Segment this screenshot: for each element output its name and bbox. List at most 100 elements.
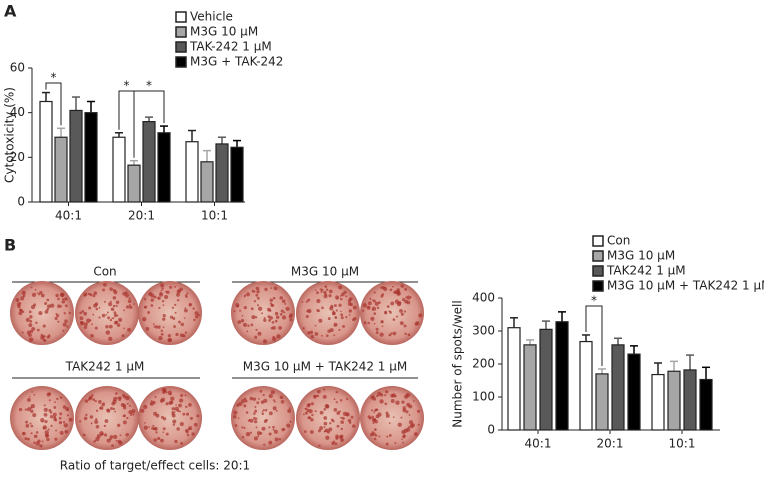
bar	[69, 109, 83, 203]
spot	[417, 423, 420, 426]
spot	[184, 331, 188, 334]
spot	[237, 320, 242, 324]
spot	[272, 406, 277, 411]
spot	[48, 392, 51, 395]
spot	[352, 424, 356, 428]
spot	[160, 438, 164, 443]
spot	[256, 290, 260, 294]
spot	[48, 408, 52, 412]
spot	[333, 304, 337, 307]
spot	[236, 403, 240, 407]
spot	[373, 312, 377, 315]
spot	[371, 415, 374, 419]
spot	[338, 303, 342, 307]
well-plate	[296, 281, 360, 345]
spot	[18, 311, 23, 316]
spot	[22, 294, 26, 298]
spot	[270, 390, 275, 395]
spot	[110, 407, 113, 410]
spot	[331, 441, 335, 446]
spot	[408, 414, 411, 416]
spot	[30, 432, 33, 435]
spot	[288, 407, 291, 410]
spot	[126, 416, 129, 420]
spot	[191, 432, 195, 436]
spot	[372, 418, 376, 422]
spot	[197, 314, 200, 317]
spot	[373, 428, 377, 432]
spot	[328, 289, 333, 294]
spot	[381, 293, 385, 296]
spot	[160, 332, 164, 336]
spot	[44, 430, 49, 435]
spot	[305, 407, 308, 410]
bar	[611, 344, 625, 431]
spot	[254, 406, 257, 409]
spot	[162, 317, 166, 321]
spot	[330, 418, 334, 422]
spot	[125, 433, 129, 437]
spot	[165, 402, 169, 406]
spot	[306, 408, 310, 413]
bar	[230, 146, 244, 203]
spot	[61, 297, 65, 301]
spot	[81, 310, 85, 313]
spot	[305, 314, 309, 319]
spot	[28, 337, 34, 342]
spot	[252, 397, 257, 401]
spot	[36, 328, 40, 332]
spot	[83, 416, 88, 421]
spot	[86, 318, 91, 323]
spot	[153, 427, 157, 431]
x-tick-label: 20:1	[597, 437, 624, 451]
spot	[194, 315, 199, 319]
spot	[234, 424, 238, 427]
spot	[311, 413, 314, 417]
spot	[350, 415, 354, 419]
spot	[128, 297, 131, 300]
spot	[15, 297, 20, 303]
spot	[176, 409, 180, 413]
spot	[340, 316, 344, 320]
spot	[326, 430, 331, 434]
spot	[340, 427, 344, 431]
spot	[316, 291, 319, 295]
spot	[254, 409, 258, 413]
spot	[250, 323, 254, 327]
spot	[316, 308, 320, 313]
spot	[91, 394, 94, 397]
spot	[253, 416, 257, 420]
legend-label: TAK242 1 μM	[606, 264, 686, 278]
spot	[282, 428, 286, 431]
spot	[61, 300, 66, 304]
legend-label: Con	[607, 234, 630, 248]
spot	[186, 433, 190, 437]
spot	[118, 317, 123, 323]
spot	[395, 315, 399, 318]
spot	[37, 293, 41, 296]
spot	[114, 410, 117, 413]
spot	[110, 307, 115, 312]
spot	[334, 442, 338, 446]
spot	[397, 422, 402, 427]
spot	[278, 326, 282, 330]
spot	[400, 416, 403, 419]
spot	[320, 288, 324, 292]
spot	[254, 316, 258, 319]
spot	[117, 423, 121, 428]
spot	[172, 423, 176, 426]
spot	[375, 327, 379, 331]
spot	[160, 289, 163, 292]
spot	[307, 308, 312, 314]
spot	[284, 302, 287, 305]
spot	[319, 410, 324, 415]
spot	[264, 287, 268, 292]
spot	[394, 299, 399, 304]
spot	[249, 418, 254, 423]
spot	[233, 410, 238, 415]
spot	[327, 317, 331, 321]
spot	[189, 416, 193, 420]
spot	[279, 296, 284, 300]
spot	[373, 437, 377, 441]
significance-bracket	[133, 90, 165, 158]
